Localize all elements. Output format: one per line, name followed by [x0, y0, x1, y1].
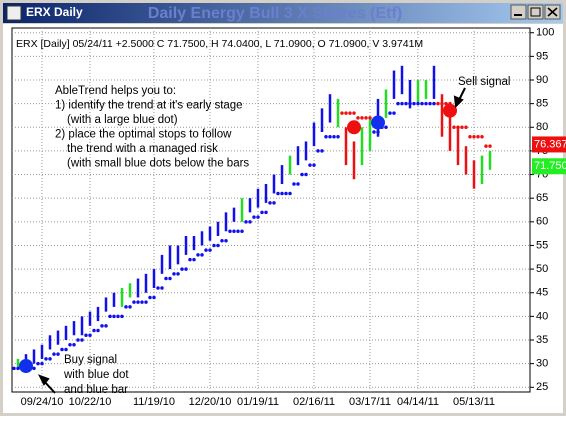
y-tick-label: 35	[536, 334, 548, 346]
x-tick-label: 11/19/10	[133, 396, 175, 408]
y-tick-label: 50	[536, 263, 548, 275]
x-tick-label: 05/13/11	[453, 396, 495, 408]
x-tick-label: 02/16/11	[293, 396, 335, 408]
chart-title: Daily Energy Bull 3 X Shares (Etf)	[148, 5, 402, 22]
window-icon	[6, 5, 22, 21]
y-tick-label: 80	[536, 121, 548, 133]
arrows	[37, 87, 466, 394]
annotation-text: with blue dot	[63, 369, 129, 381]
y-tick-label: 55	[536, 239, 548, 251]
annotation-text: and blue bar	[64, 384, 128, 396]
y-tick-label: 65	[536, 192, 548, 204]
price-label-box	[532, 158, 566, 175]
y-tick-label: 60	[536, 216, 548, 228]
annotation-text: 2) place the optimal stops to follow	[55, 129, 232, 141]
signal-dot	[371, 115, 385, 130]
header-text: ERX [Daily] 05/24/11 +2.5000 C 71.7500, …	[16, 38, 423, 50]
signal-dot	[443, 103, 457, 118]
annotation-text: the trend with a managed risk	[67, 143, 218, 155]
y-tick-label: 85	[536, 98, 548, 110]
minimize-button[interactable]	[510, 4, 527, 20]
grid: 25303540455055606570758085909510009/24/1…	[12, 27, 554, 408]
price-label: 71.7500	[534, 160, 566, 172]
y-tick-label: 90	[536, 74, 548, 86]
x-tick-label: 03/17/11	[349, 396, 391, 408]
signal-dot	[347, 120, 361, 135]
price-label: 76.3671	[534, 138, 566, 150]
annotation-text: AbleTrend helps you to:	[55, 85, 176, 97]
maximize-button[interactable]	[527, 4, 544, 20]
y-tick-label: 30	[536, 358, 548, 370]
plot-frame	[11, 27, 531, 393]
signal-dot	[19, 359, 33, 373]
price-label-box	[532, 136, 566, 153]
window-buttons[interactable]	[510, 4, 561, 20]
y-tick-label: 95	[536, 50, 548, 62]
chart-area	[3, 24, 563, 413]
x-tick-label: 10/22/10	[69, 396, 112, 408]
annotation-text: (with a large blue dot)	[67, 114, 178, 126]
x-tick-label: 01/19/11	[237, 396, 279, 408]
x-tick-label: 04/14/11	[397, 396, 439, 408]
annotations: AbleTrend helps you to: 1) identify the t…	[55, 76, 510, 396]
y-tick-label: 40	[536, 310, 548, 322]
title-bar	[3, 3, 563, 23]
y-tick-label: 25	[536, 381, 548, 393]
x-tick-label: 12/20/10	[189, 396, 232, 408]
annotation-text: 1) identify the trend at it's early stag…	[55, 100, 243, 112]
marks: 76.3671 71.7500	[12, 65, 566, 373]
y-tick-label: 45	[536, 287, 548, 299]
y-tick-label: 100	[536, 27, 554, 39]
annotation-text: (with small blue dots below the bars	[67, 158, 249, 170]
window-title: ERX Daily	[26, 5, 83, 19]
x-tick-label: 09/24/10	[21, 396, 64, 408]
annotation-text: Sell signal	[458, 76, 510, 88]
annotation-text: Buy signal	[64, 354, 117, 366]
